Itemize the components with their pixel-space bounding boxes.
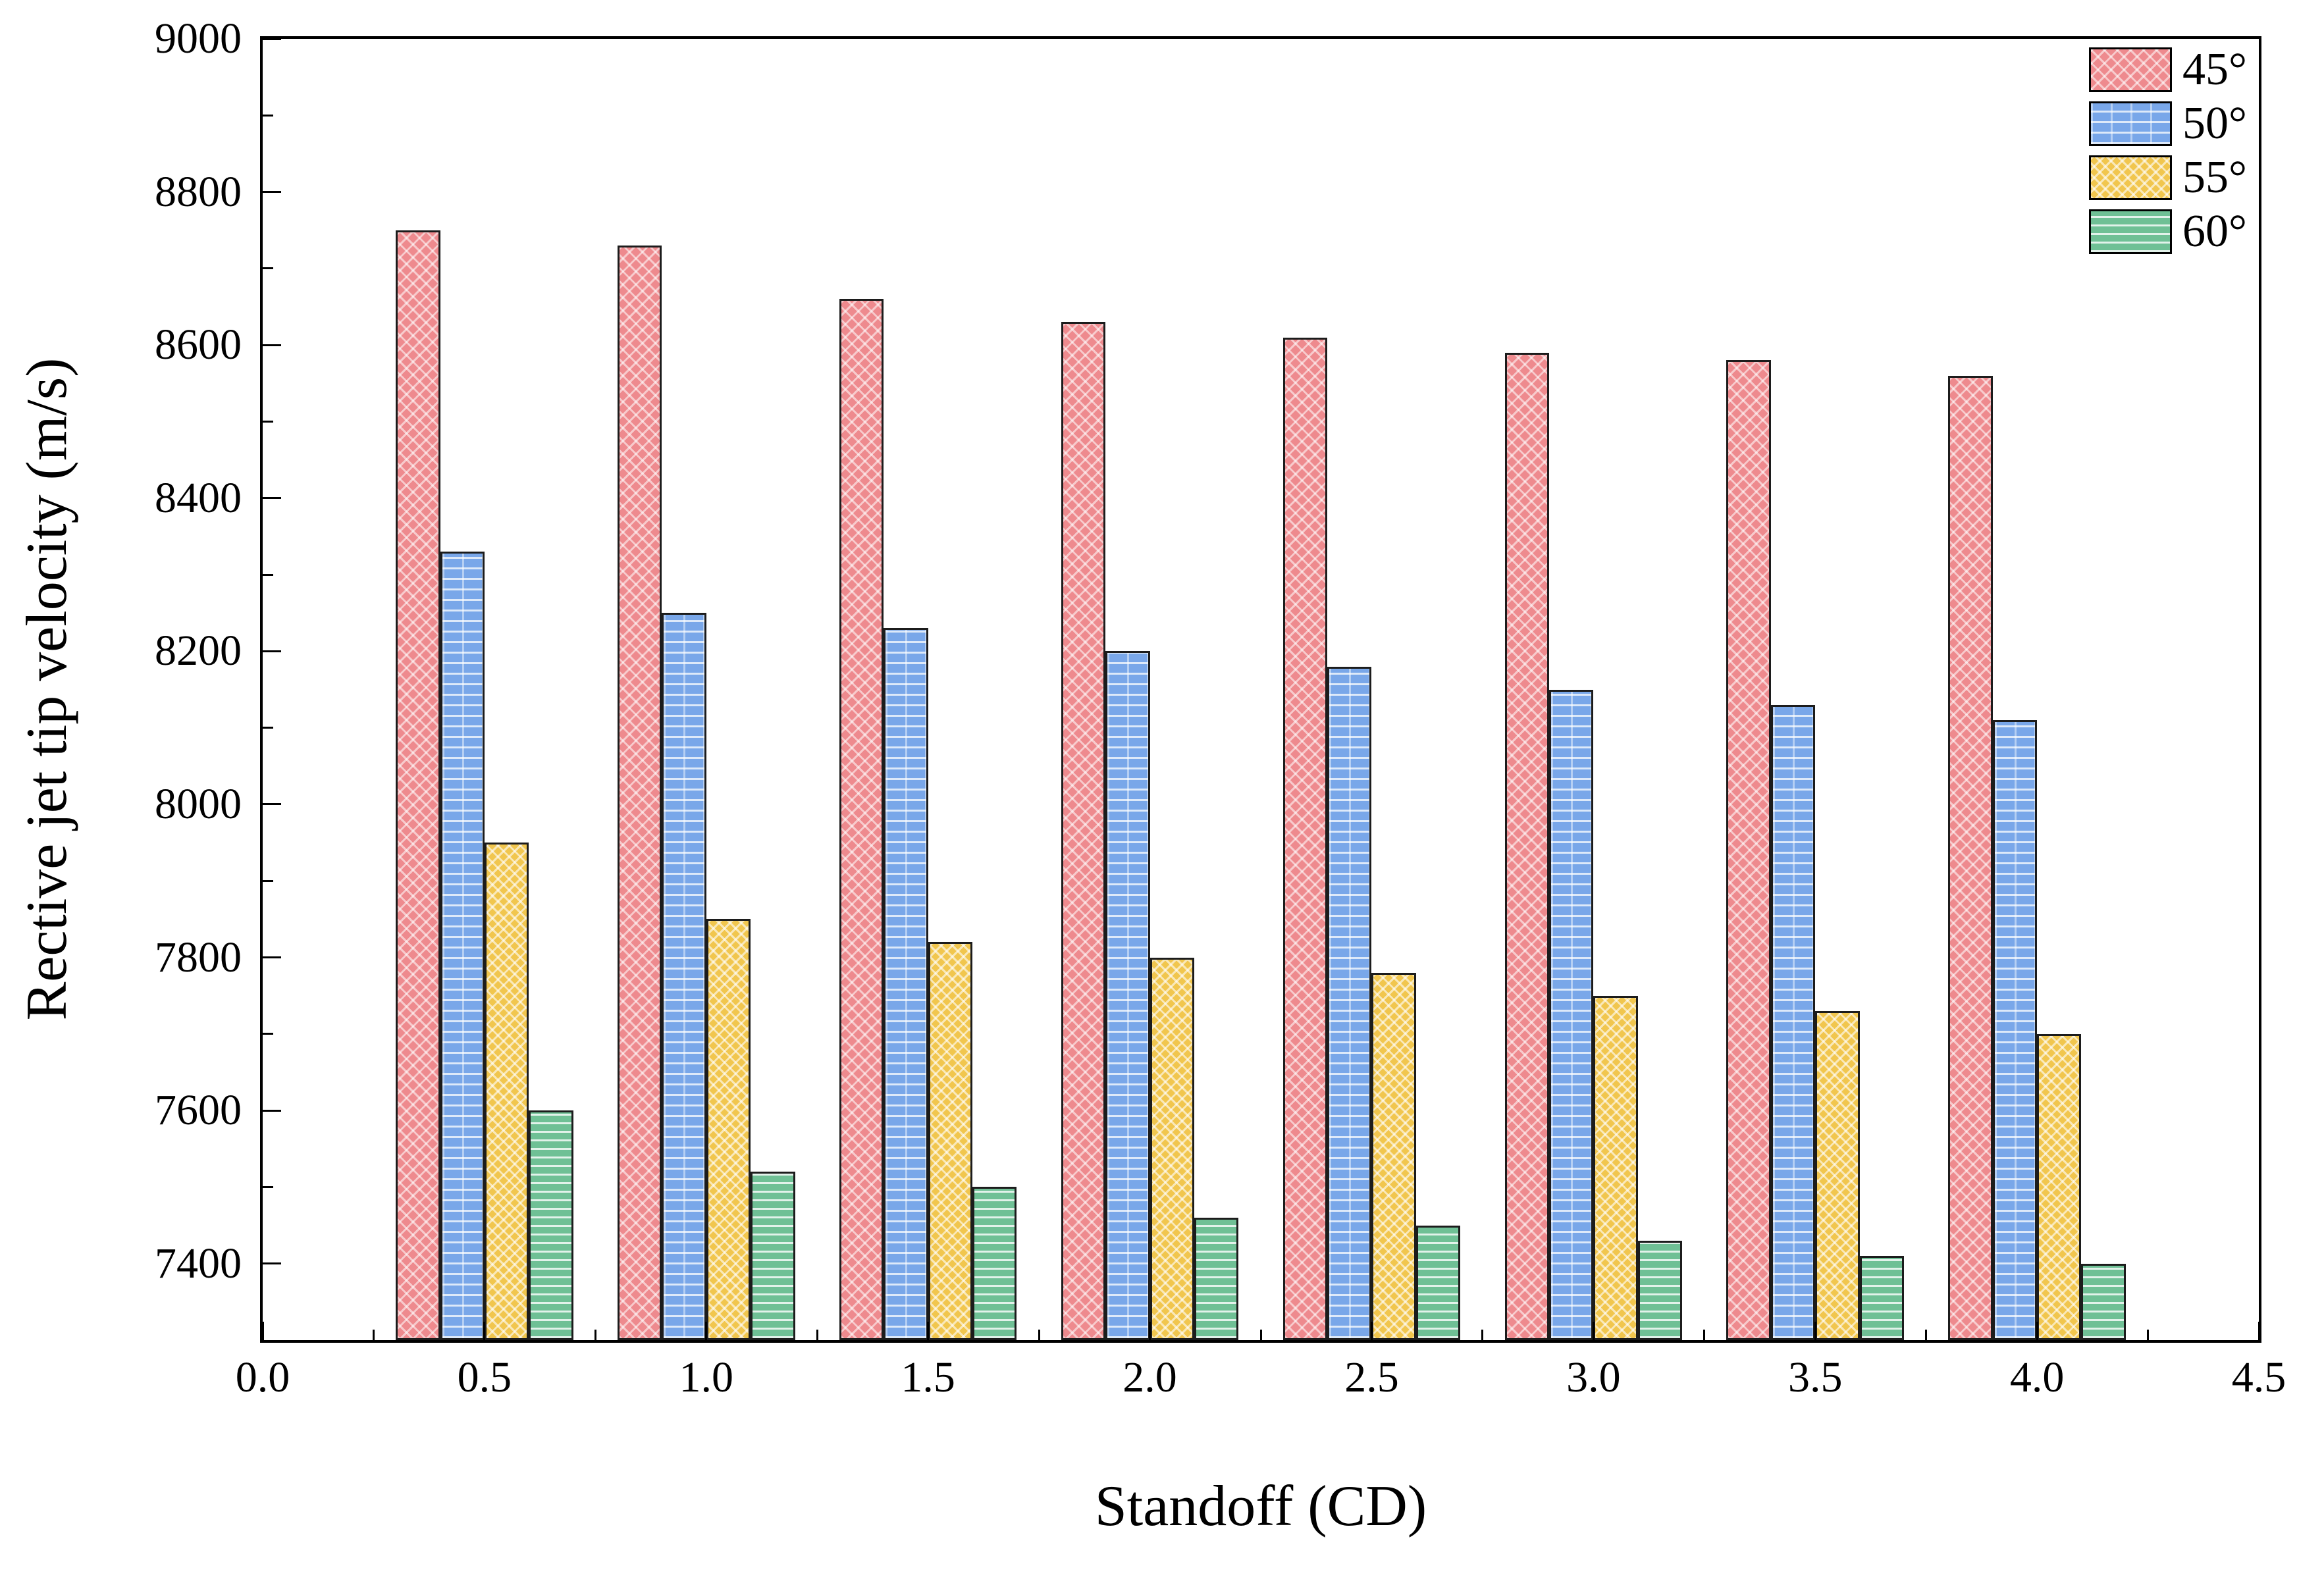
legend: 45° 50° 55° 60° xyxy=(2089,47,2247,255)
y-major-tick xyxy=(263,191,281,194)
bar-50°-3.5 xyxy=(1770,704,1816,1340)
x-major-tick xyxy=(927,1322,930,1340)
y-major-tick xyxy=(263,1262,281,1265)
x-tick-label: 0.5 xyxy=(457,1353,512,1401)
x-major-tick xyxy=(1149,1322,1151,1340)
x-major-tick xyxy=(1592,1322,1595,1340)
bar-50°-2 xyxy=(1105,651,1150,1340)
bar-55°-3.5 xyxy=(1815,1010,1860,1340)
x-tick-label: 3.5 xyxy=(1787,1353,1843,1401)
y-tick-label: 8800 xyxy=(155,167,242,216)
bar-50°-2.5 xyxy=(1327,666,1372,1340)
bar-60°-1.5 xyxy=(972,1187,1017,1340)
legend-item-50°: 50° xyxy=(2089,101,2247,147)
x-tick-label: 0.0 xyxy=(235,1353,290,1401)
y-minor-tick xyxy=(263,267,273,270)
bar-50°-4 xyxy=(1992,720,2038,1340)
legend-swatch-60° xyxy=(2089,209,2172,254)
x-tick-label: 2.0 xyxy=(1122,1353,1177,1401)
bar-60°-0.5 xyxy=(529,1110,573,1340)
x-tick-label: 2.5 xyxy=(1344,1353,1399,1401)
bar-45°-3.5 xyxy=(1726,360,1771,1340)
bar-60°-3 xyxy=(1637,1240,1683,1340)
y-major-tick xyxy=(263,344,281,346)
x-minor-tick xyxy=(372,1330,375,1340)
bar-60°-1 xyxy=(751,1172,795,1340)
bar-45°-2.5 xyxy=(1282,337,1328,1340)
legend-label-55°: 55° xyxy=(2182,152,2247,203)
y-tick-label: 7600 xyxy=(155,1086,242,1135)
x-minor-tick xyxy=(816,1330,818,1340)
x-minor-tick xyxy=(1481,1330,1484,1340)
x-minor-tick xyxy=(2147,1330,2150,1340)
x-tick-label: 1.0 xyxy=(679,1353,734,1401)
x-minor-tick xyxy=(594,1330,596,1340)
x-major-tick xyxy=(2258,1322,2260,1340)
y-major-tick xyxy=(263,803,281,806)
legend-label-45°: 45° xyxy=(2182,44,2247,95)
y-axis-title: Rective jet tip velocity (m/s) xyxy=(15,357,79,1021)
bar-55°-0.5 xyxy=(484,843,529,1340)
legend-swatch-50° xyxy=(2089,101,2172,146)
x-tick-label: 4.0 xyxy=(2009,1353,2065,1401)
legend-item-55°: 55° xyxy=(2089,155,2247,201)
x-minor-tick xyxy=(1703,1330,1706,1340)
y-major-tick xyxy=(263,1109,281,1112)
y-major-tick xyxy=(263,650,281,652)
bar-55°-4 xyxy=(2037,1033,2082,1340)
x-major-tick xyxy=(1814,1322,1816,1340)
x-major-tick xyxy=(705,1322,708,1340)
bar-55°-1 xyxy=(706,919,751,1340)
bar-50°-1.5 xyxy=(884,628,928,1340)
x-major-tick xyxy=(483,1322,486,1340)
bar-45°-4 xyxy=(1948,375,1993,1340)
bar-60°-2 xyxy=(1194,1217,1239,1340)
bar-50°-3 xyxy=(1548,689,1594,1340)
legend-item-45°: 45° xyxy=(2089,47,2247,93)
x-major-tick xyxy=(2036,1322,2038,1340)
bar-55°-2.5 xyxy=(1371,972,1416,1340)
y-major-tick xyxy=(263,38,281,40)
legend-swatch-45° xyxy=(2089,47,2172,92)
y-major-tick xyxy=(263,497,281,500)
plot-area: 45° 50° 55° 60° xyxy=(260,36,2261,1343)
x-tick-label: 4.5 xyxy=(2231,1353,2286,1401)
y-tick-label: 9000 xyxy=(155,14,242,63)
bar-55°-1.5 xyxy=(928,942,973,1340)
legend-swatch-55° xyxy=(2089,155,2172,200)
y-major-tick xyxy=(263,956,281,959)
y-minor-tick xyxy=(263,1185,273,1188)
bar-60°-4 xyxy=(2081,1263,2126,1340)
legend-label-60°: 60° xyxy=(2182,206,2247,257)
bar-45°-1 xyxy=(618,245,662,1340)
y-minor-tick xyxy=(263,879,273,882)
legend-label-50°: 50° xyxy=(2182,98,2247,149)
bar-50°-1 xyxy=(662,613,706,1340)
y-minor-tick xyxy=(263,420,273,423)
bar-60°-3.5 xyxy=(1859,1256,1904,1340)
bar-45°-1.5 xyxy=(839,299,884,1340)
bar-50°-0.5 xyxy=(440,552,485,1340)
bar-45°-0.5 xyxy=(396,230,440,1340)
x-minor-tick xyxy=(1259,1330,1262,1340)
bar-45°-2 xyxy=(1061,322,1106,1340)
x-major-tick xyxy=(261,1322,264,1340)
y-minor-tick xyxy=(263,1033,273,1035)
bar-45°-3 xyxy=(1504,352,1549,1340)
y-minor-tick xyxy=(263,727,273,729)
bar-55°-2 xyxy=(1149,957,1194,1340)
x-major-tick xyxy=(1370,1322,1373,1340)
y-tick-label: 7400 xyxy=(155,1239,242,1287)
bar-60°-2.5 xyxy=(1415,1225,1461,1340)
x-minor-tick xyxy=(1038,1330,1040,1340)
y-minor-tick xyxy=(263,573,273,576)
x-tick-label: 3.0 xyxy=(1566,1353,1621,1401)
x-minor-tick xyxy=(1925,1330,1928,1340)
y-minor-tick xyxy=(263,114,273,117)
x-axis-title: Standoff (CD) xyxy=(1094,1474,1427,1538)
bar-55°-3 xyxy=(1593,995,1638,1340)
legend-item-60°: 60° xyxy=(2089,209,2247,255)
x-tick-label: 1.5 xyxy=(901,1353,955,1401)
